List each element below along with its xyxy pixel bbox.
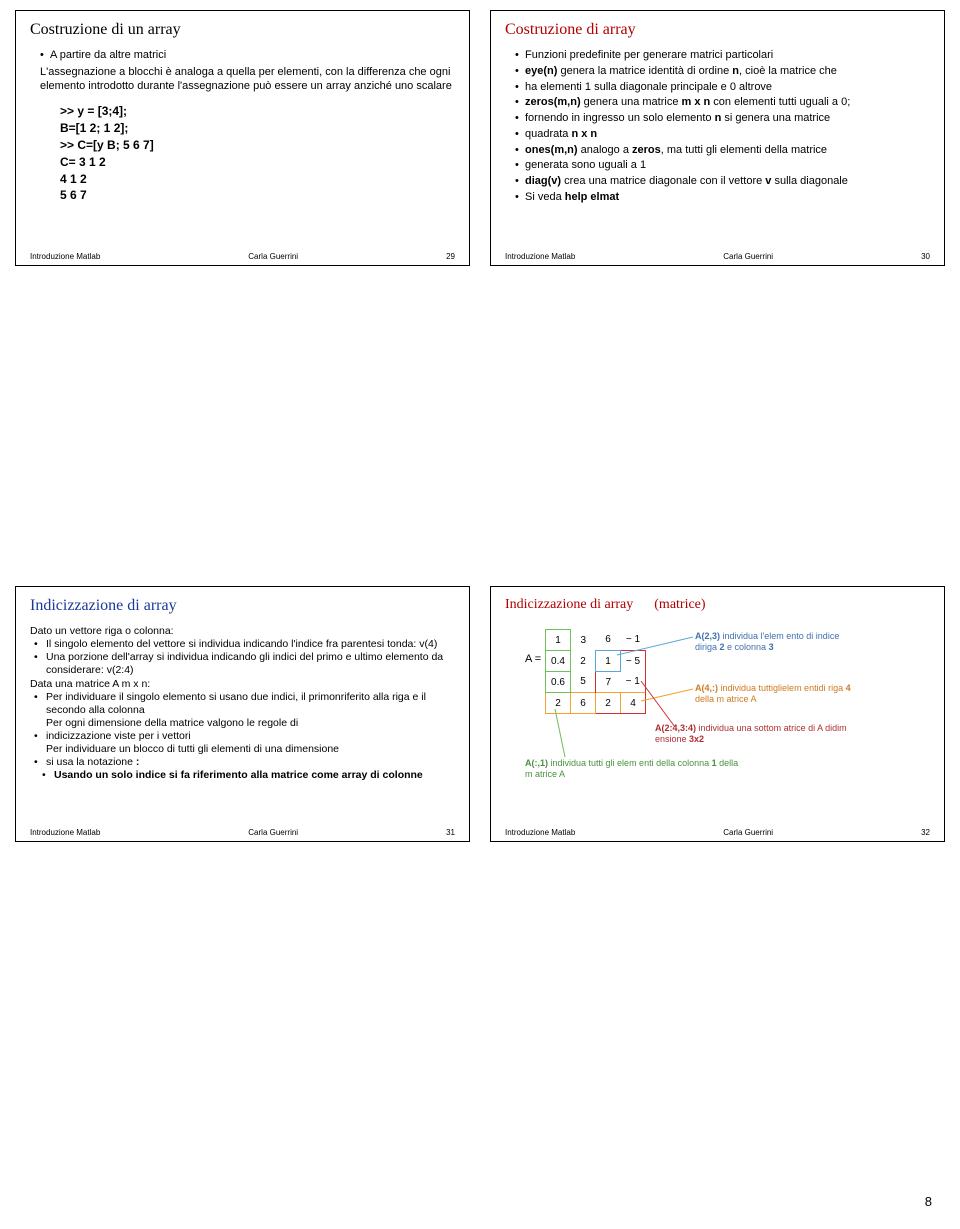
ann-text: individua tutti gli elem enti della colo… xyxy=(525,758,738,779)
line: Per ogni dimensione della matrice valgon… xyxy=(30,717,455,730)
mcell: − 5 xyxy=(621,651,646,672)
mcell: 0.6 xyxy=(546,672,571,693)
code-line: 4 1 2 xyxy=(60,171,455,188)
bullet: diag(v) crea una matrice diagonale con i… xyxy=(515,175,930,189)
bullet: A partire da altre matrici xyxy=(40,49,455,63)
slide-footer: Introduzione Matlab Carla Guerrini 31 xyxy=(30,828,455,837)
title-left: Indicizzazione di array xyxy=(505,597,633,612)
bullet: Si veda help elmat xyxy=(515,191,930,205)
slide-footer: Introduzione Matlab Carla Guerrini 30 xyxy=(505,252,930,261)
mcell: 1 xyxy=(596,651,621,672)
slide-32: Indicizzazione di array (matrice) A = 1 … xyxy=(490,586,945,842)
mcell: 1 xyxy=(546,630,571,651)
text-body: Dato un vettore riga o colonna:• Il sing… xyxy=(30,625,455,783)
footer-mid: Carla Guerrini xyxy=(248,828,298,837)
ann-text: individua tuttiglielem entidi riga 4 del… xyxy=(695,683,851,704)
footer-left: Introduzione Matlab xyxy=(30,252,100,261)
footer-mid: Carla Guerrini xyxy=(723,828,773,837)
mcell: 2 xyxy=(546,693,571,714)
annotation-blue: A(2,3) individua l'elem ento di indice d… xyxy=(695,631,855,653)
mcell: 2 xyxy=(571,651,596,672)
slide-29: Costruzione di un array A partire da alt… xyxy=(15,10,470,266)
annotation-orange: A(4,:) individua tuttiglielem entidi rig… xyxy=(695,683,865,705)
title-right: (matrice) xyxy=(654,597,705,612)
mcell: 2 xyxy=(596,693,621,714)
document-page-number: 8 xyxy=(925,1194,932,1209)
matrix-A-label: A = xyxy=(525,653,541,665)
bullet: ha elementi 1 sulla diagonale principale… xyxy=(515,81,930,95)
line: Per individuare un blocco di tutti gli e… xyxy=(30,743,455,756)
code-line: >> C=[y B; 5 6 7] xyxy=(60,137,455,154)
annotation-green: A(:,1) individua tutti gli elem enti del… xyxy=(525,758,745,780)
line: • Usando un solo indice si fa riferiment… xyxy=(30,769,455,782)
bullet-list: Funzioni predefinite per generare matric… xyxy=(515,49,930,205)
slide-title: Costruzione di un array xyxy=(30,21,455,39)
footer-mid: Carla Guerrini xyxy=(248,252,298,261)
footer-left: Introduzione Matlab xyxy=(505,252,575,261)
code-line: >> y = [3;4]; xyxy=(60,103,455,120)
line: • indicizzazione viste per i vettori xyxy=(30,730,455,743)
slide-title: Indicizzazione di array xyxy=(30,597,455,615)
footer-left: Introduzione Matlab xyxy=(30,828,100,837)
bullet: zeros(m,n) genera una matrice m x n con … xyxy=(515,96,930,110)
footer-page: 31 xyxy=(446,828,455,837)
bullet-list: A partire da altre matrici xyxy=(40,49,455,63)
mcell: − 1 xyxy=(621,630,646,651)
mcell: 5 xyxy=(571,672,596,693)
matrix-table: 1 3 6 − 1 0.4 2 1 − 5 0.6 5 7 − 1 xyxy=(545,629,646,714)
slide-title: Costruzione di array xyxy=(505,21,930,39)
mcell: − 1 xyxy=(621,672,646,693)
slides-grid: Costruzione di un array A partire da alt… xyxy=(0,0,960,902)
bullet: quadrata n x n xyxy=(515,128,930,142)
annotation-red: A(2:4,3:4) individua una sottom atrice d… xyxy=(655,723,865,745)
code-line: C= 3 1 2 xyxy=(60,154,455,171)
mcell: 3 xyxy=(571,630,596,651)
line: • Una porzione dell'array si individua i… xyxy=(30,651,455,677)
slide-footer: Introduzione Matlab Carla Guerrini 29 xyxy=(30,252,455,261)
bullet: ones(m,n) analogo a zeros, ma tutti gli … xyxy=(515,144,930,158)
line: • Il singolo elemento del vettore si ind… xyxy=(30,638,455,651)
footer-page: 30 xyxy=(921,252,930,261)
footer-page: 32 xyxy=(921,828,930,837)
slide-footer: Introduzione Matlab Carla Guerrini 32 xyxy=(505,828,930,837)
mcell: 6 xyxy=(596,630,621,651)
mcell: 4 xyxy=(621,693,646,714)
code-line: 5 6 7 xyxy=(60,187,455,204)
line: Data una matrice A m x n: xyxy=(30,678,455,691)
bullet: fornendo in ingresso un solo elemento n … xyxy=(515,112,930,126)
line: Dato un vettore riga o colonna: xyxy=(30,625,455,638)
code-line: B=[1 2; 1 2]; xyxy=(60,120,455,137)
bullet: Funzioni predefinite per generare matric… xyxy=(515,49,930,63)
footer-left: Introduzione Matlab xyxy=(505,828,575,837)
footer-page: 29 xyxy=(446,252,455,261)
slide-31: Indicizzazione di array Dato un vettore … xyxy=(15,586,470,842)
line: • Per individuare il singolo elemento si… xyxy=(30,691,455,717)
slide-30: Costruzione di array Funzioni predefinit… xyxy=(490,10,945,266)
code-block: >> y = [3;4]; B=[1 2; 1 2]; >> C=[y B; 5… xyxy=(60,103,455,204)
mcell: 7 xyxy=(596,672,621,693)
matrix-figure: A = 1 3 6 − 1 0.4 2 1 − 5 0.6 5 7 xyxy=(545,623,930,793)
bullet: eye(n) genera la matrice identità di ord… xyxy=(515,65,930,79)
footer-mid: Carla Guerrini xyxy=(723,252,773,261)
mcell: 0.4 xyxy=(546,651,571,672)
bullet-text: A partire da altre matrici xyxy=(50,49,166,61)
mcell: 6 xyxy=(571,693,596,714)
intro-paragraph: L'assegnazione a blocchi è analoga a que… xyxy=(40,65,455,94)
slide-title: Indicizzazione di array (matrice) xyxy=(505,597,930,613)
line: • si usa la notazione : xyxy=(30,756,455,769)
bullet: generata sono uguali a 1 xyxy=(515,159,930,173)
